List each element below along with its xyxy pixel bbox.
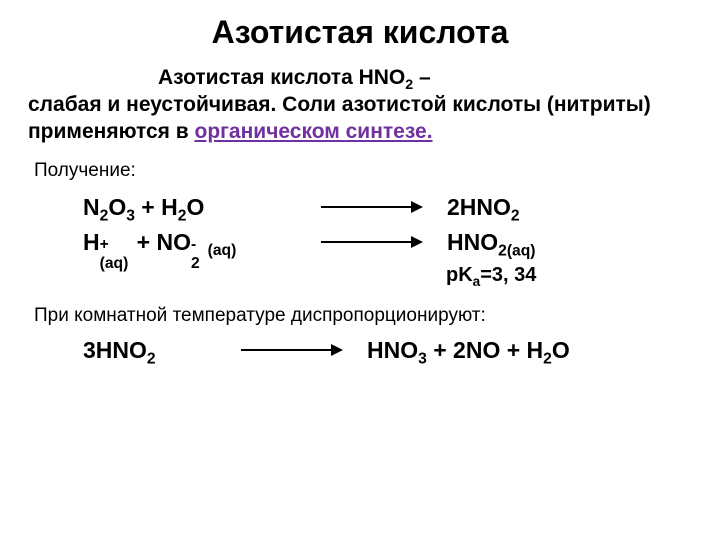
- sub-aq: (aq): [100, 255, 129, 273]
- pka-label: pK: [446, 264, 473, 286]
- intro-link[interactable]: органическом синтезе.: [195, 120, 433, 143]
- sub-aq: (aq): [208, 242, 237, 259]
- sub: 2: [511, 207, 520, 224]
- eq3-o: O: [552, 337, 570, 363]
- bottom-text: При комнатной температуре диспропорциони…: [34, 305, 692, 327]
- pka-value: pKa=3, 34: [446, 264, 692, 287]
- pka-num: =3, 34: [480, 264, 536, 286]
- equation-2: H+(aq) + NO-2(aq) HNO2(aq): [83, 229, 692, 256]
- intro-part1: Азотистая кислота HNO: [158, 66, 405, 89]
- intro-part1b: –: [413, 66, 431, 89]
- sub: 2: [543, 350, 552, 367]
- sub-2: 2: [405, 77, 413, 93]
- arrow-icon: [241, 349, 341, 351]
- sub: 3: [126, 207, 135, 224]
- arrow-icon: [321, 241, 421, 243]
- equation-1: N2O3 + H2O 2HNO2: [83, 194, 692, 221]
- eq3-left: 3HNO: [83, 337, 147, 363]
- eq3-mid: + 2NO + H: [427, 337, 543, 363]
- eq1-o2: O: [186, 194, 204, 220]
- sup: -: [191, 236, 196, 254]
- sub-aq: 2(aq): [498, 242, 535, 259]
- equation-3: 3HNO2 HNO3 + 2NO + H2O: [83, 337, 692, 364]
- sub: 2: [191, 255, 200, 273]
- eq3-hno: HNO: [367, 337, 418, 363]
- sup: +: [100, 236, 109, 254]
- eq1-o: O: [108, 194, 126, 220]
- sub: 3: [418, 350, 427, 367]
- eq2-no: + NO: [130, 229, 191, 255]
- slide-title: Азотистая кислота: [28, 14, 692, 51]
- eq2-right: HNO: [447, 229, 498, 255]
- eq1-n: N: [83, 194, 100, 220]
- eq1-h: + H: [135, 194, 178, 220]
- intro-text: Азотистая кислота HNO2 – слабая и неусто…: [28, 65, 692, 146]
- section-label-get: Получение:: [34, 160, 692, 182]
- eq2-h: H: [83, 229, 100, 255]
- sub: 2: [147, 350, 156, 367]
- arrow-icon: [321, 206, 421, 208]
- eq1-right: 2HNO: [447, 194, 511, 220]
